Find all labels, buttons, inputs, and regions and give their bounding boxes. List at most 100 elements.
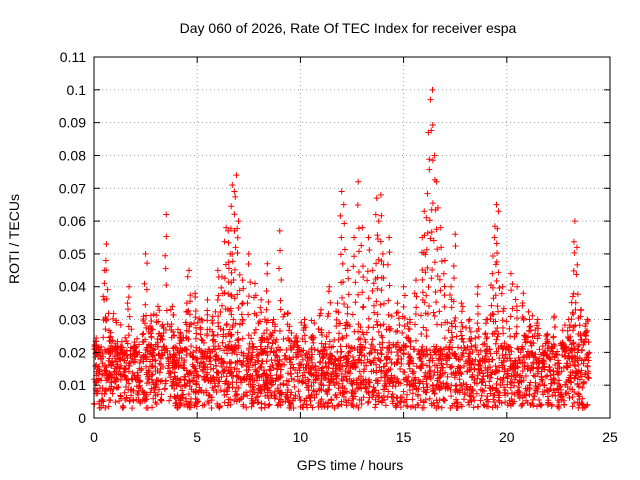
data-point <box>420 398 427 405</box>
data-point <box>453 333 460 340</box>
data-point <box>492 292 499 299</box>
data-point <box>404 391 411 398</box>
data-point <box>117 376 124 383</box>
data-point <box>250 381 257 388</box>
data-point <box>524 385 531 392</box>
data-point <box>327 351 334 358</box>
data-point <box>532 373 539 380</box>
data-point <box>257 387 264 394</box>
data-point-peak <box>569 293 576 300</box>
data-point <box>499 345 506 352</box>
data-point <box>395 352 402 359</box>
data-point <box>344 310 351 317</box>
data-point <box>239 317 246 324</box>
data-point <box>338 234 345 241</box>
data-point <box>420 324 427 331</box>
data-point <box>533 322 540 329</box>
data-point <box>308 383 315 390</box>
data-point <box>187 298 194 305</box>
data-point <box>501 368 508 375</box>
data-point <box>208 404 215 411</box>
data-point <box>92 378 99 385</box>
data-point <box>249 400 256 407</box>
data-point <box>354 202 361 209</box>
data-point <box>520 317 527 324</box>
data-point <box>425 284 432 291</box>
data-point <box>187 370 194 377</box>
data-point <box>431 313 438 320</box>
data-point <box>467 335 474 342</box>
data-point <box>317 310 324 317</box>
data-point <box>226 307 233 314</box>
data-point <box>121 368 128 375</box>
data-point <box>448 371 455 378</box>
data-point <box>270 336 277 343</box>
data-point <box>264 343 271 350</box>
data-point <box>270 348 277 355</box>
data-point <box>157 365 164 372</box>
data-point <box>148 385 155 392</box>
data-point <box>193 372 200 379</box>
data-point <box>284 389 291 396</box>
data-point <box>272 378 279 385</box>
data-point <box>217 309 224 316</box>
data-point <box>154 336 161 343</box>
data-point <box>370 357 377 364</box>
data-point <box>233 391 240 398</box>
data-point <box>319 355 326 362</box>
data-point <box>198 355 205 362</box>
data-point <box>127 358 134 365</box>
data-point <box>252 366 259 373</box>
data-point <box>434 246 441 253</box>
data-point <box>419 404 426 411</box>
data-point <box>125 306 132 313</box>
data-point <box>276 390 283 397</box>
data-point <box>578 367 585 374</box>
data-point <box>474 403 481 410</box>
data-point <box>177 345 184 352</box>
data-point <box>569 393 576 400</box>
data-point <box>456 389 463 396</box>
data-point <box>175 349 182 356</box>
data-point <box>301 369 308 376</box>
data-point <box>529 396 536 403</box>
data-point <box>372 404 379 411</box>
data-point <box>271 388 278 395</box>
data-point <box>378 332 385 339</box>
data-point <box>156 360 163 367</box>
data-point <box>576 401 583 408</box>
data-point <box>98 404 105 411</box>
data-point <box>507 344 514 351</box>
data-point <box>159 336 166 343</box>
data-point <box>437 287 444 294</box>
data-point <box>228 293 235 300</box>
data-point-peak <box>377 191 384 198</box>
data-point <box>196 362 203 369</box>
data-point <box>482 382 489 389</box>
data-point <box>335 355 342 362</box>
data-point <box>542 373 549 380</box>
x-tick-label: 25 <box>602 429 618 445</box>
data-point <box>158 333 165 340</box>
data-point <box>519 400 526 407</box>
data-point <box>131 352 138 359</box>
data-point <box>257 363 264 370</box>
data-point <box>236 271 243 278</box>
data-point <box>459 386 466 393</box>
data-point <box>257 343 264 350</box>
data-point <box>381 363 388 370</box>
data-point <box>554 397 561 404</box>
data-point <box>461 391 468 398</box>
data-point <box>130 396 137 403</box>
data-point <box>574 291 581 298</box>
data-point <box>446 292 453 299</box>
data-point <box>207 366 214 373</box>
data-point <box>388 313 395 320</box>
data-point <box>130 387 137 394</box>
data-point <box>221 289 228 296</box>
data-point <box>225 330 232 337</box>
data-point <box>426 357 433 364</box>
data-point <box>215 383 222 390</box>
data-point <box>149 404 156 411</box>
data-point <box>521 332 528 339</box>
